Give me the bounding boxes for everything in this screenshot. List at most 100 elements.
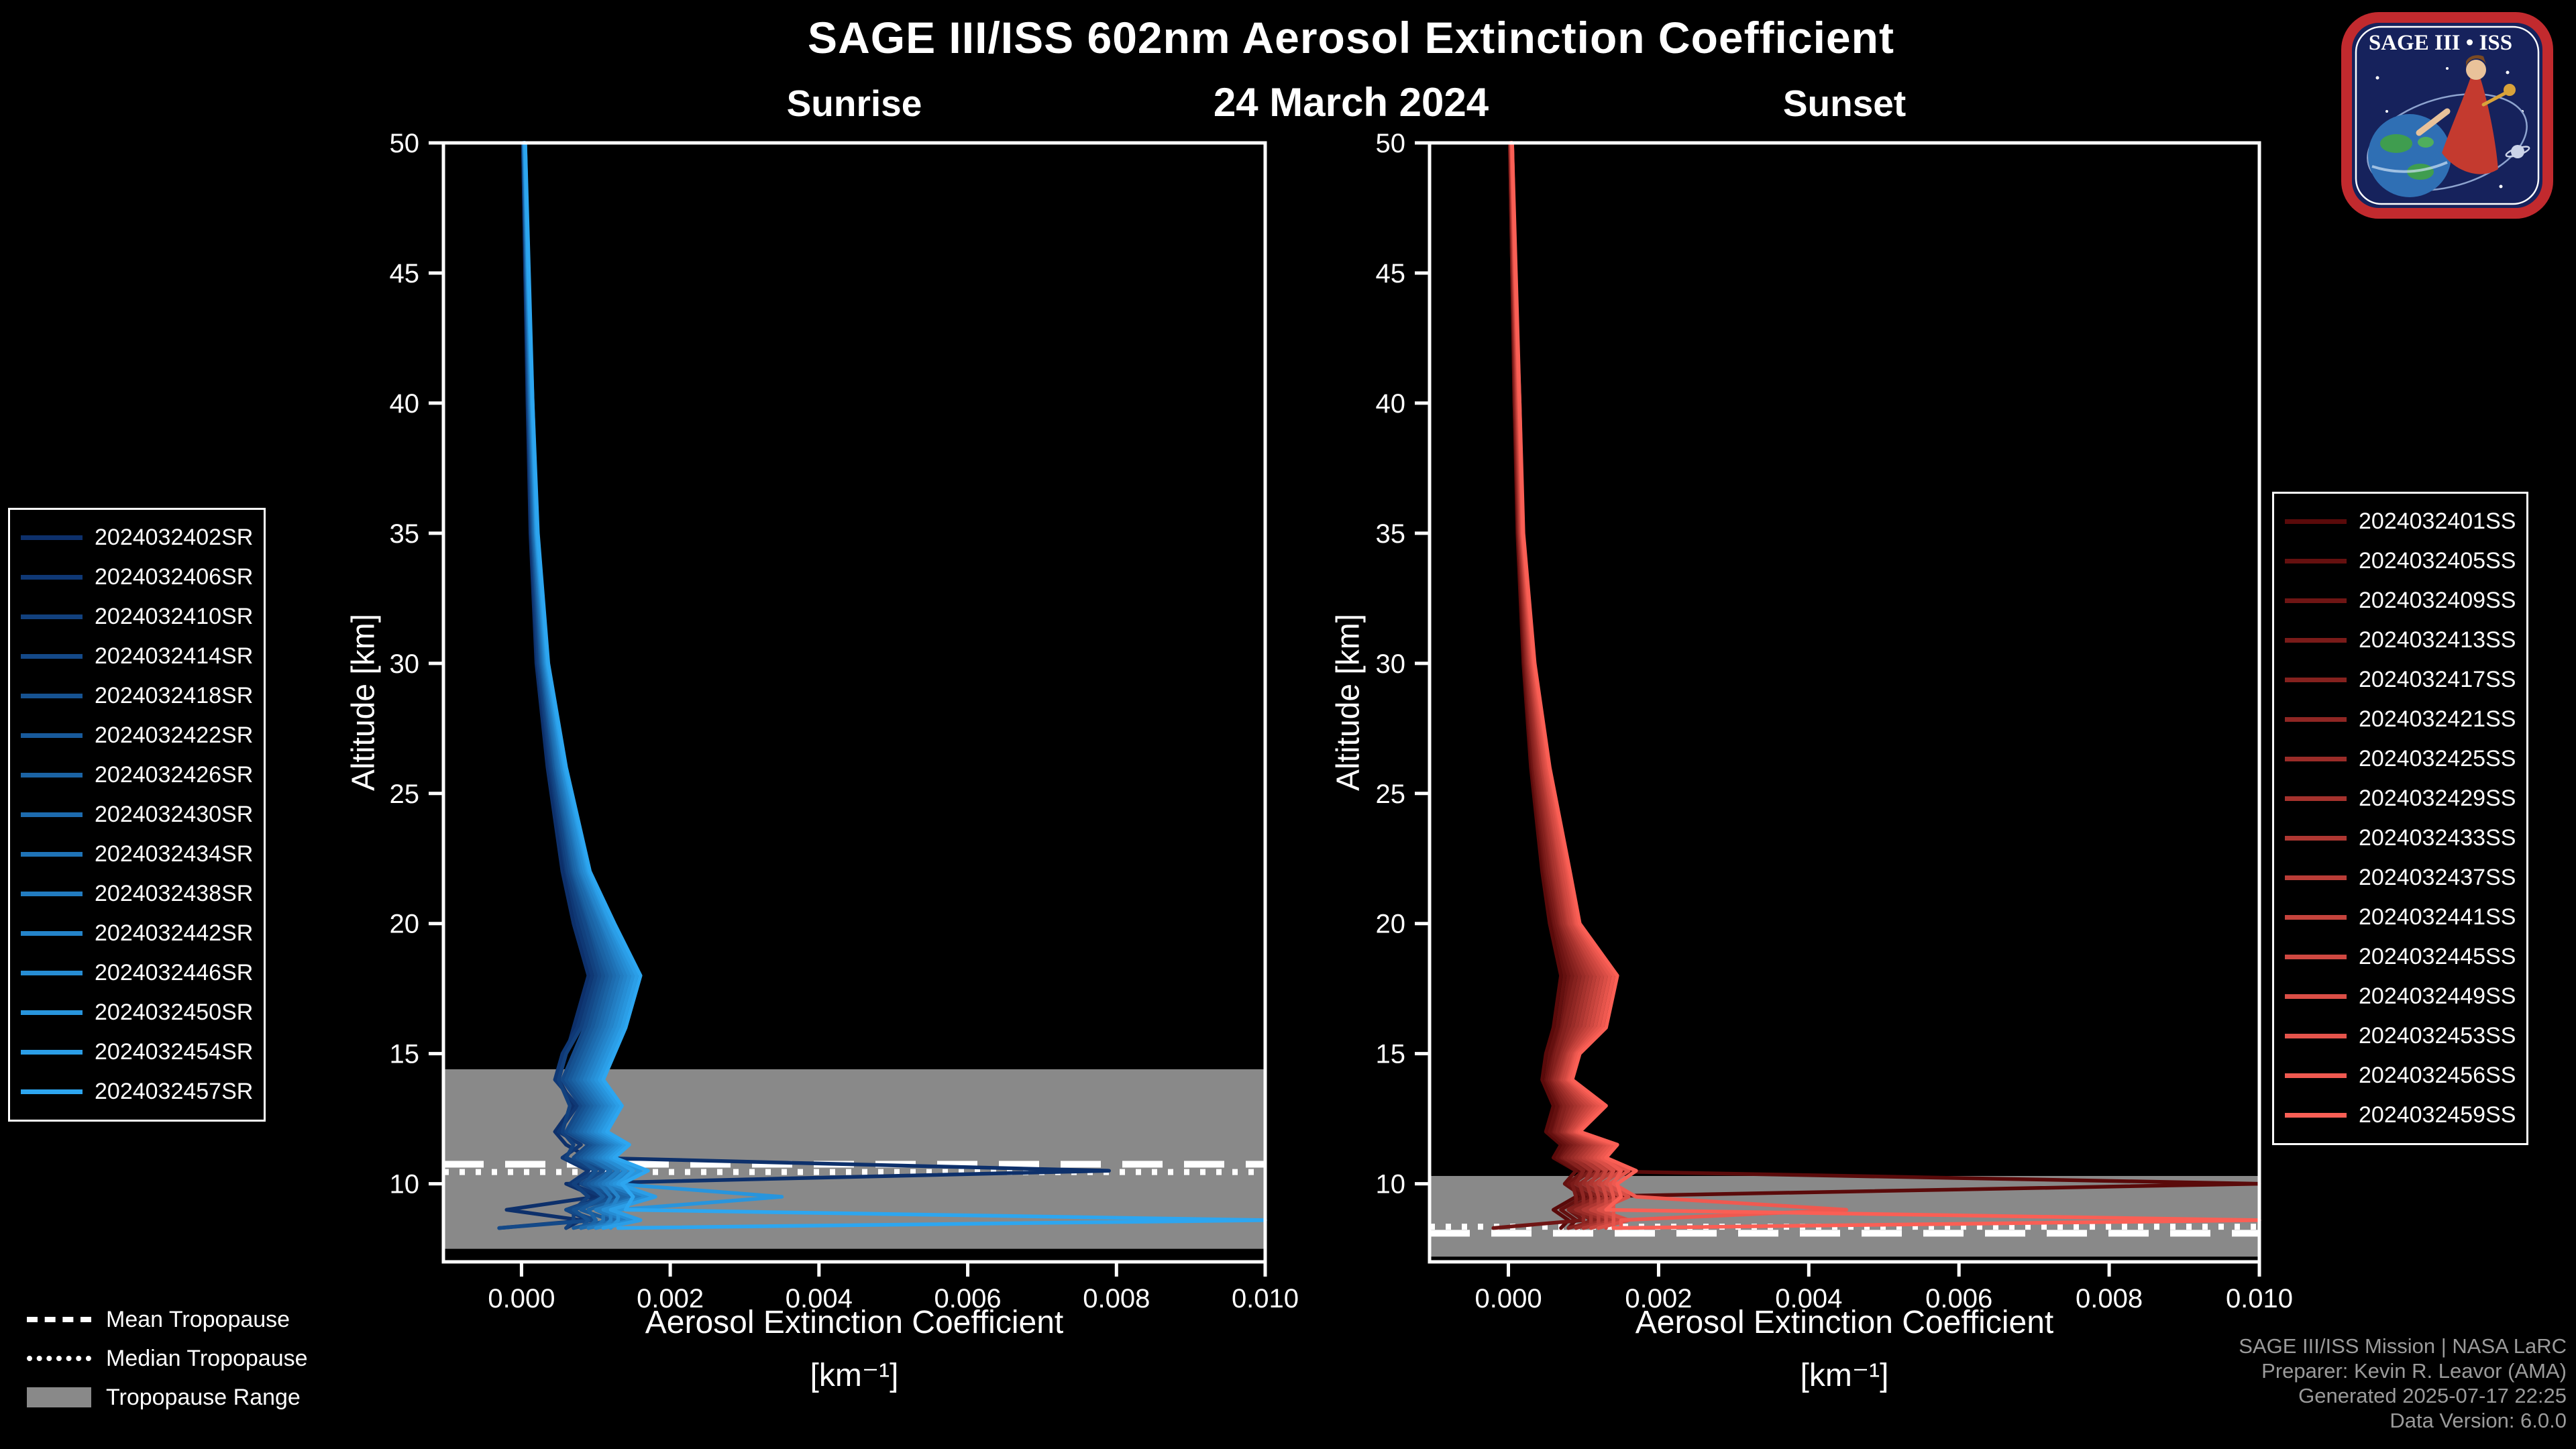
logo-earth bbox=[2368, 114, 2451, 197]
legend-item-label: 2024032437SS bbox=[2359, 865, 2516, 890]
dotted-line-sample bbox=[27, 1356, 91, 1361]
sunset-panel-title: Sunset bbox=[1782, 83, 1907, 124]
sunrise-ytick-label: 20 bbox=[390, 910, 420, 939]
sage-iii-iss-logo: SAGE III • ISS bbox=[2341, 12, 2553, 219]
legend-item: 2024032449SS bbox=[2285, 977, 2516, 1016]
legend-item-label: 2024032429SS bbox=[2359, 786, 2516, 811]
legend-line-sample bbox=[21, 654, 83, 659]
legend-item-label: 2024032453SS bbox=[2359, 1023, 2516, 1049]
legend-item-label: 2024032413SS bbox=[2359, 627, 2516, 653]
sunrise-xtick-label: 0.008 bbox=[1083, 1284, 1150, 1313]
tropopause-legend: Mean Tropopause Median Tropopause Tropopau… bbox=[27, 1300, 308, 1417]
legend-item-label: 2024032410SR bbox=[95, 604, 254, 629]
legend-item: 2024032430SR bbox=[21, 795, 253, 835]
legend-line-sample bbox=[21, 971, 83, 975]
sunrise-ytick-label: 25 bbox=[390, 780, 420, 809]
legend-item-label: 2024032434SR bbox=[95, 841, 254, 867]
legend-line-sample bbox=[2285, 994, 2347, 999]
sunset-x-axis-units: [km⁻¹] bbox=[1800, 1358, 1889, 1393]
legend-line-sample bbox=[21, 892, 83, 896]
legend-item-label: 2024032450SR bbox=[95, 1000, 254, 1025]
legend-item: 2024032459SS bbox=[2285, 1095, 2516, 1135]
legend-item-label: 2024032430SR bbox=[95, 802, 254, 827]
sunset-xtick-label: 0.008 bbox=[2076, 1284, 2143, 1313]
dashed-line-sample bbox=[27, 1317, 91, 1322]
legend-line-sample bbox=[2285, 559, 2347, 564]
sunrise-xtick-label: 0.002 bbox=[637, 1284, 704, 1313]
legend-item-label: 2024032414SR bbox=[95, 643, 254, 669]
legend-item-label: 2024032426SR bbox=[95, 762, 254, 788]
sunrise-y-axis-label: Altitude [km] bbox=[345, 613, 382, 792]
sunset-profile-2024032413SS bbox=[1509, 141, 1593, 1230]
sunrise-ytick-label: 35 bbox=[390, 519, 420, 549]
legend-line-sample bbox=[2285, 875, 2347, 880]
sunset-event-legend: 2024032401SS 2024032405SS 2024032409SS 2024… bbox=[2272, 492, 2529, 1145]
legend-item: 2024032421SS bbox=[2285, 700, 2516, 739]
legend-item-label: 2024032417SS bbox=[2359, 667, 2516, 692]
legend-item: 2024032456SS bbox=[2285, 1056, 2516, 1095]
legend-line-sample bbox=[21, 694, 83, 698]
legend-item-label: 2024032445SS bbox=[2359, 944, 2516, 969]
tropopause-legend-item: Mean Tropopause bbox=[27, 1300, 308, 1339]
legend-line-sample bbox=[2285, 757, 2347, 761]
sunrise-profile-2024032457SR bbox=[523, 141, 1267, 1230]
sunset-ytick-label: 30 bbox=[1376, 649, 1406, 679]
legend-item-label: 2024032459SS bbox=[2359, 1102, 2516, 1128]
sunrise-panel-title: Sunrise bbox=[786, 83, 922, 124]
sunset-ytick-label: 25 bbox=[1376, 780, 1406, 809]
legend-item-label: 2024032425SS bbox=[2359, 746, 2516, 771]
legend-line-sample bbox=[2285, 1113, 2347, 1118]
legend-line-sample bbox=[2285, 598, 2347, 603]
legend-item-label: 2024032438SR bbox=[95, 881, 254, 906]
legend-item: 2024032410SR bbox=[21, 597, 253, 637]
sunrise-event-legend: 2024032402SR 2024032406SR 2024032410SR 2024… bbox=[8, 508, 266, 1122]
legend-item: 2024032434SR bbox=[21, 835, 253, 874]
sunset-ytick-label: 10 bbox=[1376, 1170, 1406, 1199]
legend-item: 2024032406SR bbox=[21, 557, 253, 597]
sunset-tropopause-band bbox=[1430, 1175, 2259, 1257]
legend-item-label: 2024032454SR bbox=[95, 1039, 254, 1065]
sunset-xtick-label: 0.004 bbox=[1775, 1284, 1842, 1313]
legend-line-sample bbox=[21, 535, 83, 540]
legend-line-sample bbox=[2285, 836, 2347, 841]
sunset-axes-frame bbox=[1428, 141, 2261, 1264]
legend-item: 2024032442SR bbox=[21, 914, 253, 953]
legend-line-sample bbox=[21, 852, 83, 857]
legend-item: 2024032417SS bbox=[2285, 660, 2516, 700]
sunrise-ytick-label: 30 bbox=[390, 649, 420, 679]
legend-line-sample bbox=[2285, 519, 2347, 524]
legend-item-label: 2024032406SR bbox=[95, 564, 254, 590]
credits-block: SAGE III/ISS Mission | NASA LaRC Preparer… bbox=[2239, 1334, 2567, 1433]
legend-item-label: 2024032409SS bbox=[2359, 588, 2516, 613]
legend-item-label: 2024032421SS bbox=[2359, 706, 2516, 732]
legend-line-sample bbox=[21, 575, 83, 580]
legend-item-label: 2024032449SS bbox=[2359, 983, 2516, 1009]
legend-item-label: 2024032401SS bbox=[2359, 508, 2516, 534]
legend-item: 2024032413SS bbox=[2285, 621, 2516, 660]
legend-line-sample bbox=[2285, 955, 2347, 959]
legend-item: 2024032437SS bbox=[2285, 858, 2516, 898]
legend-line-sample bbox=[2285, 678, 2347, 682]
legend-line-sample bbox=[21, 733, 83, 738]
legend-line-sample bbox=[21, 614, 83, 619]
sunset-profile-2024032401SS bbox=[1508, 141, 2261, 1230]
legend-item-label: 2024032418SR bbox=[95, 683, 254, 708]
tropopause-legend-label: Tropopause Range bbox=[106, 1384, 301, 1410]
credits-line: Data Version: 6.0.0 bbox=[2390, 1409, 2567, 1432]
sunset-ytick-label: 35 bbox=[1376, 519, 1406, 549]
legend-item-label: 2024032442SR bbox=[95, 920, 254, 946]
sunset-profile-2024032459SS bbox=[1510, 141, 2261, 1230]
legend-item-label: 2024032446SR bbox=[95, 960, 254, 985]
sunset-ytick-label: 50 bbox=[1376, 129, 1406, 158]
date-subtitle: 24 March 2024 bbox=[1213, 80, 1489, 125]
credits-line: Preparer: Kevin R. Leavor (AMA) bbox=[2261, 1359, 2567, 1383]
sunset-ytick-label: 15 bbox=[1376, 1040, 1406, 1069]
sunrise-xtick-label: 0.006 bbox=[934, 1284, 1002, 1313]
logo-wordmark: SAGE III • ISS bbox=[2369, 31, 2512, 55]
legend-item: 2024032409SS bbox=[2285, 581, 2516, 621]
sunrise-ytick-label: 40 bbox=[390, 389, 420, 419]
legend-item: 2024032445SS bbox=[2285, 937, 2516, 977]
sunset-ytick-label: 20 bbox=[1376, 910, 1406, 939]
legend-item-label: 2024032456SS bbox=[2359, 1063, 2516, 1088]
